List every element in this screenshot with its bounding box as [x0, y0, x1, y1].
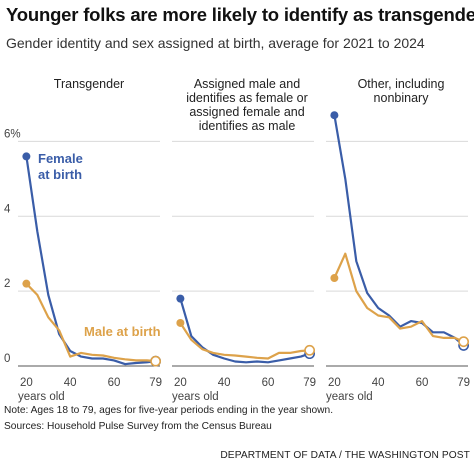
series-end-point — [304, 344, 316, 356]
panel-title-1: Transgender — [54, 77, 124, 91]
x-tick-label: 40 — [218, 377, 231, 389]
chart-subtitle: Gender identity and sex assigned at birt… — [6, 35, 425, 51]
chart-credit: DEPARTMENT OF DATA / THE WASHINGTON POST — [220, 450, 470, 461]
x-tick-label: 40 — [372, 377, 385, 389]
series-start-point — [22, 152, 31, 161]
x-tick-label: 60 — [262, 377, 275, 389]
x-tick-label: 20 — [328, 377, 341, 389]
x-tick-label: 60 — [108, 377, 121, 389]
series-line-female-panel-3 — [333, 114, 465, 347]
x-tick-label: 79 — [303, 377, 316, 389]
y-tick-label: 4 — [4, 203, 11, 215]
series-label-female: Female at birth — [38, 151, 83, 182]
y-tick-label: 6% — [4, 128, 21, 140]
x-tick-label: 20 — [174, 377, 187, 389]
chart-title: Younger folks are more likely to identif… — [6, 4, 474, 25]
series-line-female-panel-1 — [25, 155, 157, 366]
x-tick-label: 79 — [149, 377, 162, 389]
x-unit-label: years old — [18, 391, 65, 403]
series-start-point — [176, 318, 185, 327]
chart-sources: Sources: Household Pulse Survey from the… — [4, 421, 272, 432]
x-tick-label: 79 — [457, 377, 470, 389]
series-start-point — [330, 111, 339, 120]
series-label-male: Male at birth — [84, 324, 161, 339]
x-unit-label: years old — [172, 391, 219, 403]
series-line-male-panel-1 — [25, 282, 157, 363]
series-start-point — [22, 279, 31, 288]
series-end-point — [150, 355, 162, 367]
panel-title-3: Other, including nonbinary — [358, 77, 445, 105]
chart-note: Note: Ages 18 to 79, ages for five-year … — [4, 405, 334, 416]
panel-title-2: Assigned male and identifies as female or… — [186, 77, 308, 133]
x-tick-label: 20 — [20, 377, 33, 389]
series-end-point — [458, 336, 470, 348]
series-line-male-panel-2 — [179, 321, 311, 360]
series-line-male-panel-3 — [333, 252, 465, 343]
series-line-female-panel-2 — [179, 297, 311, 364]
x-unit-label: years old — [326, 391, 373, 403]
y-tick-label: 2 — [4, 278, 10, 290]
series-start-point — [330, 274, 339, 283]
x-tick-label: 60 — [416, 377, 429, 389]
series-start-point — [176, 294, 185, 303]
y-tick-label: 0 — [4, 353, 10, 365]
x-tick-label: 40 — [64, 377, 77, 389]
